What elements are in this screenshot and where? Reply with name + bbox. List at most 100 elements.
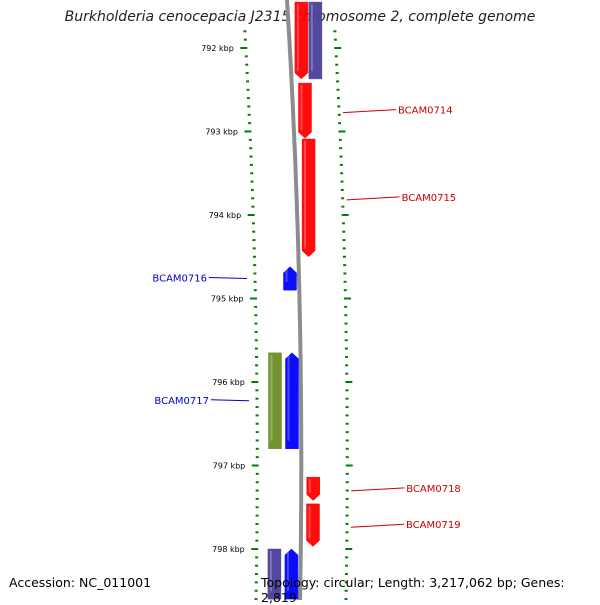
minor-tick-inner [254, 573, 258, 576]
minor-tick-inner [254, 581, 258, 584]
minor-tick-inner [245, 63, 249, 66]
gene-features [267, 1, 323, 600]
minor-tick-outer [345, 372, 349, 375]
gene-highlight [270, 354, 273, 441]
minor-tick-outer [340, 180, 344, 183]
minor-tick-outer [344, 330, 348, 333]
chromosome-backbone [285, 0, 304, 600]
minor-tick-inner [251, 197, 255, 200]
minor-tick-inner [252, 247, 256, 250]
gene-bcam0716 [283, 266, 297, 291]
minor-tick-inner [255, 506, 259, 509]
accession-label: Accession: NC_011001 [9, 575, 152, 590]
minor-tick-inner [246, 97, 250, 100]
minor-tick-inner [254, 589, 258, 592]
gene-label-leader [208, 276, 248, 279]
minor-tick-outer [333, 30, 337, 33]
minor-tick-outer [335, 63, 339, 66]
minor-tick-outer [343, 264, 347, 267]
gene-feature [284, 548, 299, 600]
minor-tick-inner [255, 447, 259, 450]
gene-label-leader [350, 523, 405, 528]
minor-tick-outer [336, 97, 340, 100]
minor-tick-inner [255, 522, 259, 525]
minor-tick-outer [345, 355, 349, 358]
minor-tick-inner [252, 255, 256, 258]
topology-label: Topology: circular; Length: 3,217,062 bp… [261, 575, 565, 605]
minor-tick-outer [345, 514, 349, 517]
major-tick-inner [251, 548, 259, 550]
minor-tick-outer [339, 155, 343, 158]
minor-tick-inner [255, 539, 259, 542]
minor-tick-inner [255, 497, 259, 500]
major-tick-outer [338, 130, 346, 133]
minor-tick-inner [250, 172, 254, 175]
minor-tick-outer [342, 230, 346, 233]
minor-tick-outer [344, 314, 348, 317]
minor-tick-inner [243, 30, 247, 33]
minor-tick-outer [338, 122, 342, 125]
minor-tick-outer [345, 364, 349, 367]
gene-bcam0714 [298, 82, 312, 139]
minor-tick-outer [345, 431, 349, 434]
minor-tick-inner [245, 72, 249, 75]
major-tick-outer [334, 47, 342, 49]
minor-tick-outer [345, 522, 349, 525]
minor-tick-outer [338, 138, 342, 141]
minor-tick-outer [339, 163, 343, 166]
minor-tick-outer [344, 339, 348, 342]
gene-label: BCAM0717 [154, 396, 209, 407]
minor-tick-outer [345, 439, 349, 442]
major-tick-inner [251, 464, 259, 467]
gene-highlight [300, 85, 303, 131]
minor-tick-outer [345, 397, 349, 400]
minor-tick-outer [345, 497, 349, 500]
gene-bcam0719 [306, 503, 320, 547]
minor-tick-inner [255, 439, 259, 442]
minor-tick-inner [255, 456, 259, 459]
minor-tick-outer [345, 506, 349, 509]
gene-highlight [310, 4, 313, 71]
minor-tick-inner [254, 330, 258, 333]
gene-label: BCAM0718 [406, 484, 461, 495]
minor-tick-inner [250, 188, 254, 191]
minor-tick-inner [252, 239, 256, 242]
major-tick-inner [244, 130, 252, 133]
minor-tick-inner [248, 138, 252, 141]
minor-tick-outer [345, 447, 349, 450]
minor-tick-outer [337, 113, 341, 116]
minor-tick-inner [254, 322, 258, 325]
gene-label-leader [210, 399, 250, 402]
minor-tick-inner [247, 105, 251, 108]
minor-tick-outer [333, 38, 337, 41]
gene-feature [308, 1, 323, 80]
gene-label: BCAM0716 [152, 273, 207, 284]
minor-tick-inner [255, 472, 259, 475]
minor-tick-outer [344, 322, 348, 325]
minor-tick-inner [255, 422, 259, 425]
minor-tick-outer [344, 305, 348, 308]
minor-tick-inner [253, 289, 257, 292]
gene-labels: BCAM0714 BCAM0715 BCAM0716 BCAM0717 BCAM0718… [152, 106, 460, 532]
tick-label: 794 kbp [209, 211, 242, 220]
minor-tick-outer [340, 172, 344, 175]
minor-tick-inner [254, 347, 258, 350]
minor-tick-outer [345, 472, 349, 475]
minor-tick-inner [255, 431, 259, 434]
minor-tick-outer [339, 147, 343, 150]
minor-tick-outer [345, 456, 349, 459]
minor-tick-outer [344, 598, 348, 600]
gene-highlight [296, 4, 299, 71]
minor-tick-inner [255, 389, 259, 392]
minor-tick-inner [250, 180, 254, 183]
tick-label: 798 kbp [212, 545, 245, 554]
minor-tick-inner [252, 230, 256, 233]
minor-tick-outer [345, 422, 349, 425]
minor-tick-inner [249, 155, 253, 158]
minor-tick-outer [345, 564, 349, 567]
minor-tick-outer [345, 539, 349, 542]
minor-tick-outer [345, 531, 349, 534]
major-tick-inner [251, 381, 259, 383]
major-tick-outer [345, 548, 353, 550]
minor-tick-inner [255, 364, 259, 367]
